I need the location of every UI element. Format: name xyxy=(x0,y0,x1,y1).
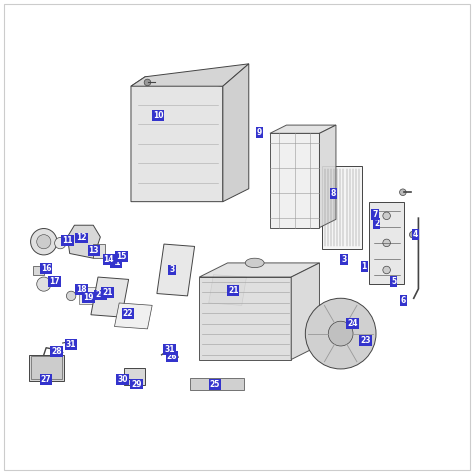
Bar xyxy=(322,166,362,249)
Text: 25: 25 xyxy=(210,380,220,389)
Text: 2: 2 xyxy=(374,219,380,228)
Text: 30: 30 xyxy=(117,375,128,384)
Text: 1: 1 xyxy=(362,262,367,271)
Text: 28: 28 xyxy=(51,347,62,356)
Circle shape xyxy=(383,239,391,246)
Text: 3: 3 xyxy=(341,255,346,264)
Text: 31: 31 xyxy=(164,345,175,354)
Text: 29: 29 xyxy=(131,380,142,389)
Circle shape xyxy=(383,212,391,219)
Text: 6: 6 xyxy=(401,296,406,305)
Text: 23: 23 xyxy=(360,336,371,345)
Bar xyxy=(34,266,44,275)
Polygon shape xyxy=(157,244,195,296)
Text: 4: 4 xyxy=(412,230,418,239)
Text: 26: 26 xyxy=(167,352,177,361)
Circle shape xyxy=(66,291,76,301)
Text: 22: 22 xyxy=(122,309,133,318)
Text: 11: 11 xyxy=(110,258,121,267)
Text: 3: 3 xyxy=(169,265,174,274)
Text: 21: 21 xyxy=(228,286,238,295)
Text: 31: 31 xyxy=(66,340,76,349)
Text: 20: 20 xyxy=(95,291,106,300)
Text: 7: 7 xyxy=(373,210,378,219)
Polygon shape xyxy=(319,125,336,228)
Bar xyxy=(29,355,64,381)
Text: 5: 5 xyxy=(392,277,396,286)
Circle shape xyxy=(144,79,151,86)
Text: 19: 19 xyxy=(83,293,94,302)
Circle shape xyxy=(55,237,66,249)
Polygon shape xyxy=(67,225,100,258)
Text: 17: 17 xyxy=(49,277,60,286)
Circle shape xyxy=(410,231,416,238)
Text: 8: 8 xyxy=(330,189,336,198)
Bar xyxy=(79,287,100,304)
Text: 16: 16 xyxy=(41,264,51,273)
Text: 14: 14 xyxy=(104,255,114,264)
Text: 27: 27 xyxy=(41,375,52,384)
Text: 18: 18 xyxy=(76,285,87,294)
Polygon shape xyxy=(199,277,291,359)
Circle shape xyxy=(36,277,51,291)
Polygon shape xyxy=(199,263,319,277)
Polygon shape xyxy=(270,133,319,228)
Polygon shape xyxy=(270,125,336,133)
Circle shape xyxy=(119,376,125,382)
Circle shape xyxy=(383,266,391,274)
Text: 13: 13 xyxy=(89,246,99,255)
Polygon shape xyxy=(209,275,246,305)
Bar xyxy=(31,356,62,379)
Bar xyxy=(93,244,105,258)
Circle shape xyxy=(31,228,57,255)
Polygon shape xyxy=(291,263,319,359)
Bar xyxy=(124,367,145,385)
Circle shape xyxy=(36,235,51,249)
Circle shape xyxy=(328,321,353,346)
Ellipse shape xyxy=(245,258,264,268)
Bar xyxy=(369,201,404,284)
Circle shape xyxy=(400,189,406,196)
Bar xyxy=(190,378,244,390)
Text: 10: 10 xyxy=(153,111,164,120)
Text: 15: 15 xyxy=(116,252,127,261)
Polygon shape xyxy=(115,303,152,329)
Polygon shape xyxy=(131,77,223,201)
Text: 12: 12 xyxy=(76,233,87,242)
Polygon shape xyxy=(131,64,249,86)
Text: 9: 9 xyxy=(256,128,262,137)
Circle shape xyxy=(305,298,376,369)
Text: 21: 21 xyxy=(102,288,113,297)
Text: 11: 11 xyxy=(62,236,73,245)
Polygon shape xyxy=(223,64,249,201)
Polygon shape xyxy=(91,277,128,317)
Text: 24: 24 xyxy=(347,319,358,328)
